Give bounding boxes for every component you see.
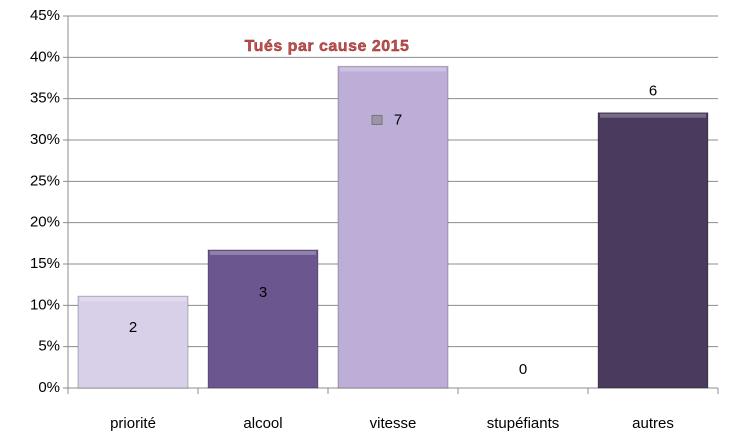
bar-highlight (210, 250, 316, 255)
bar (77, 295, 189, 389)
bar-highlight (340, 67, 446, 72)
y-tick-label: 25% (30, 172, 60, 189)
y-tick-label: 5% (38, 338, 60, 355)
x-tick-label: autres (632, 415, 674, 432)
chart-title: Tués par cause 2015 (245, 38, 410, 55)
y-tick-label: 15% (30, 255, 60, 272)
x-tick-label: priorité (110, 415, 156, 432)
data-label: 2 (129, 319, 137, 336)
x-tick-label: vitesse (370, 415, 417, 432)
y-tick-label: 30% (30, 131, 60, 148)
y-tick-label: 40% (30, 48, 60, 65)
y-tick-label: 20% (30, 214, 60, 231)
bar-highlight (80, 297, 186, 302)
y-tick-label: 45% (30, 7, 60, 24)
y-tick-label: 35% (30, 90, 60, 107)
x-tick-label: stupéfiants (487, 415, 560, 432)
y-tick-label: 10% (30, 296, 60, 313)
bar (597, 112, 709, 389)
y-tick-label: 0% (38, 379, 60, 396)
bar (337, 65, 449, 389)
data-label: 6 (649, 83, 657, 100)
data-label: 0 (519, 361, 527, 378)
x-tick-label: alcool (243, 415, 282, 432)
data-label: 3 (259, 284, 267, 301)
label-key (371, 114, 383, 125)
bar-highlight (600, 113, 706, 118)
data-label: 7 (394, 111, 402, 128)
bar (207, 249, 319, 389)
